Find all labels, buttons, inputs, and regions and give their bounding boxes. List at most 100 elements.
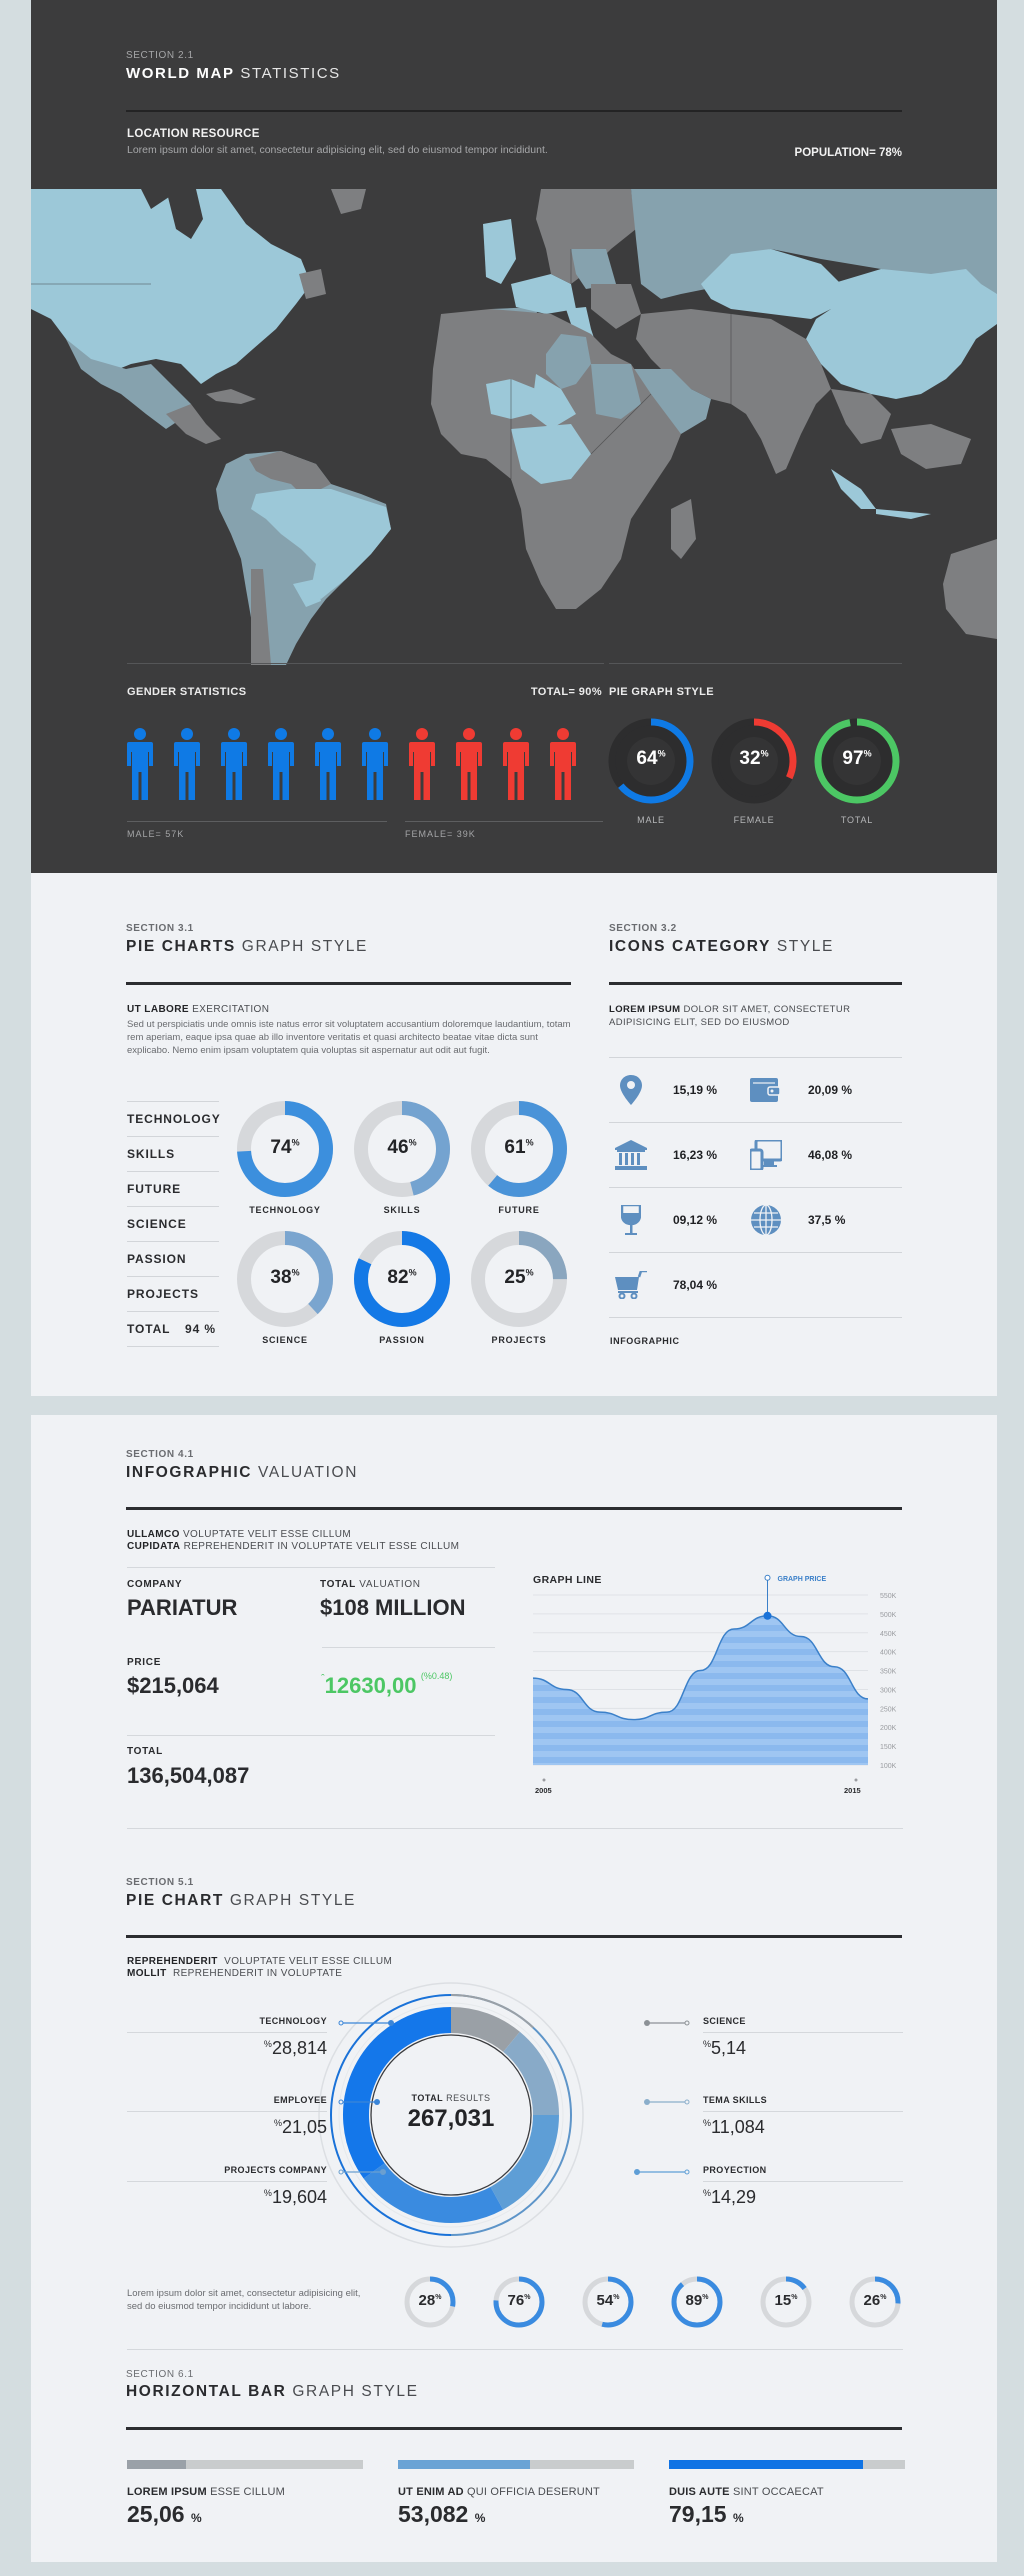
- svg-text:2005: 2005: [535, 1786, 552, 1795]
- donut-science: 38% SCIENCE: [235, 1231, 335, 1345]
- wallet-icon: [744, 1076, 788, 1104]
- pie-graph-female: 32% FEMALE: [709, 718, 799, 825]
- section-number: SECTION 4.1: [126, 1449, 194, 1460]
- world-map[interactable]: [31, 189, 997, 665]
- section-rule: [126, 1507, 902, 1510]
- icons-grid: 15,19 % 20,09 % 16,23 % 46,08 % 09,12 % …: [609, 1057, 902, 1318]
- divider: [609, 663, 902, 664]
- area-chart[interactable]: GRAPH PRICE 550K 500K 450K 400K 350K 300K 250K…: [532, 1565, 923, 1795]
- svg-text:550K: 550K: [880, 1593, 897, 1600]
- hbar-fill: [669, 2460, 863, 2469]
- icons-footer: INFOGRAPHIC: [610, 1336, 680, 1346]
- section-title: PIE CHARTS GRAPH STYLE: [126, 938, 368, 955]
- icons-description: LOREM IPSUM DOLOR SIT AMET, CONSECTETUR …: [609, 1004, 851, 1028]
- category-list-item[interactable]: SKILLS: [127, 1136, 219, 1171]
- pie-line-1: REPREHENDERIT VOLUPTATE VELIT ESSE CILLU…: [127, 1956, 393, 1967]
- category-list-item[interactable]: TECHNOLOGY: [127, 1101, 220, 1136]
- small-ring-76: 76%: [492, 2275, 546, 2329]
- pie-legend-proyection: PROYECTION %14,29: [703, 2165, 903, 2208]
- small-ring-28: 28%: [403, 2275, 457, 2329]
- section-rule: [126, 2427, 902, 2430]
- bank-icon: [609, 1140, 653, 1170]
- donut-projects: 25% PROJECTS: [469, 1231, 569, 1345]
- hbar-track: [669, 2460, 905, 2469]
- pie-and-icons-card: SECTION 3.1 PIE CHARTS GRAPH STYLE UT LA…: [31, 873, 997, 1396]
- location-title: LOCATION RESOURCE: [127, 128, 260, 140]
- category-list-item[interactable]: SCIENCE: [127, 1206, 219, 1241]
- divider: [127, 663, 604, 664]
- female-count: FEMALE= 39K: [405, 829, 476, 839]
- category-list-item[interactable]: PROJECTS: [127, 1276, 219, 1311]
- small-ring-15: 15%: [759, 2275, 813, 2329]
- icon-row-divider: [609, 1252, 902, 1316]
- icon-stat-globe: 37,5 %: [744, 1204, 845, 1236]
- location-description: Lorem ipsum dolor sit amet, consectetur …: [127, 144, 548, 156]
- total-label: TOTAL: [127, 1746, 163, 1757]
- icon-stat-map-pin: 15,19 %: [609, 1074, 717, 1106]
- hbar-item: LOREM IPSUM ESSE CILLUM 25,06 %: [127, 2460, 363, 2528]
- male-figure-icon: [127, 728, 153, 805]
- svg-text:500K: 500K: [880, 1612, 897, 1619]
- divider: [322, 1647, 495, 1648]
- section-title: INFOGRAPHIC VALUATION: [126, 1464, 358, 1481]
- section-title: WORLD MAP STATISTICS: [126, 65, 341, 82]
- population-stat: POPULATION= 78%: [794, 147, 902, 159]
- section-rule: [609, 982, 902, 985]
- icon-row-divider: [609, 1187, 902, 1251]
- icon-stat-shopping-cart: 78,04 %: [609, 1269, 717, 1301]
- small-ring-26: 26%: [848, 2275, 902, 2329]
- male-figure-icon: [362, 728, 388, 805]
- valuation-card: SECTION 4.1 INFOGRAPHIC VALUATION ULLAMC…: [31, 1415, 997, 2562]
- company-label: COMPANY: [127, 1579, 183, 1590]
- gender-figures: [127, 728, 607, 800]
- total-valuation-label: TOTAL VALUATION: [320, 1579, 421, 1590]
- small-ring-89: 89%: [670, 2275, 724, 2329]
- wine-glass-icon: [609, 1205, 653, 1235]
- hbar-track: [127, 2460, 363, 2469]
- pie-legend-employee: EMPLOYEE %21,05: [127, 2095, 327, 2138]
- globe-icon: [744, 1205, 788, 1235]
- male-figure-icon: [315, 728, 341, 805]
- small-ring-54: 54%: [581, 2275, 635, 2329]
- svg-text:2015: 2015: [844, 1786, 861, 1795]
- category-list-item[interactable]: PASSION: [127, 1241, 219, 1276]
- graph-title: GRAPH LINE: [533, 1574, 602, 1586]
- pie-legend-technology: TECHNOLOGY %28,814: [127, 2016, 327, 2059]
- svg-text:GRAPH PRICE: GRAPH PRICE: [778, 1576, 827, 1583]
- up-arrow-icon: ˆ: [321, 1673, 325, 1685]
- subheading: UT LABORE EXERCITATION: [127, 1004, 270, 1015]
- pie-legend-tema-skills: TEMA SKILLS %11,084: [703, 2095, 903, 2138]
- male-figure-icon: [174, 728, 200, 805]
- donut-future: 61% FUTURE: [469, 1101, 569, 1215]
- divider: [127, 1735, 495, 1736]
- section-title: PIE CHART GRAPH STYLE: [126, 1892, 356, 1909]
- paragraph: Sed ut perspiciatis unde omnis iste natu…: [127, 1019, 571, 1056]
- donut-technology: 74% TECHNOLOGY: [235, 1101, 335, 1215]
- category-list-item[interactable]: FUTURE: [127, 1171, 219, 1206]
- female-figure-icon: [503, 728, 529, 805]
- valuation-line-2: CUPIDATA REPREHENDERIT IN VOLUPTATE VELI…: [127, 1541, 460, 1552]
- hbar-item: UT ENIM AD QUI OFFICIA DESERUNT 53,082 %: [398, 2460, 634, 2528]
- pie-graph-donuts: 64% MALE 32% FEMALE 97% TOTAL: [606, 718, 906, 838]
- section-number: SECTION 2.1: [126, 50, 194, 61]
- icon-stat-wallet: 20,09 %: [744, 1074, 852, 1106]
- divider: [127, 2349, 903, 2350]
- small-rings: 28% 76% 54% 89% 15%: [403, 2275, 913, 2335]
- icon-stat-bank: 16,23 %: [609, 1139, 717, 1171]
- category-total: TOTAL 94 %: [127, 1311, 219, 1346]
- svg-text:200K: 200K: [880, 1725, 897, 1732]
- svg-text:350K: 350K: [880, 1669, 897, 1676]
- section-title: ICONS CATEGORY STYLE: [609, 938, 834, 955]
- svg-text:250K: 250K: [880, 1706, 897, 1713]
- female-divider: [405, 821, 603, 822]
- section-rule: [126, 1935, 902, 1938]
- map-pin-icon: [609, 1075, 653, 1105]
- pie-paragraph: Lorem ipsum dolor sit amet, consectetur …: [127, 2288, 361, 2312]
- hbar-item: DUIS AUTE SINT OCCAECAT 79,15 %: [669, 2460, 905, 2528]
- price-label: PRICE: [127, 1657, 162, 1668]
- category-list: TECHNOLOGY SKILLS FUTURE SCIENCE PASSION PROJ…: [127, 1101, 220, 1347]
- pie-graph-title: PIE GRAPH STYLE: [609, 686, 715, 698]
- female-figure-icon: [550, 728, 576, 805]
- section-number: SECTION 3.2: [609, 923, 677, 934]
- svg-text:300K: 300K: [880, 1687, 897, 1694]
